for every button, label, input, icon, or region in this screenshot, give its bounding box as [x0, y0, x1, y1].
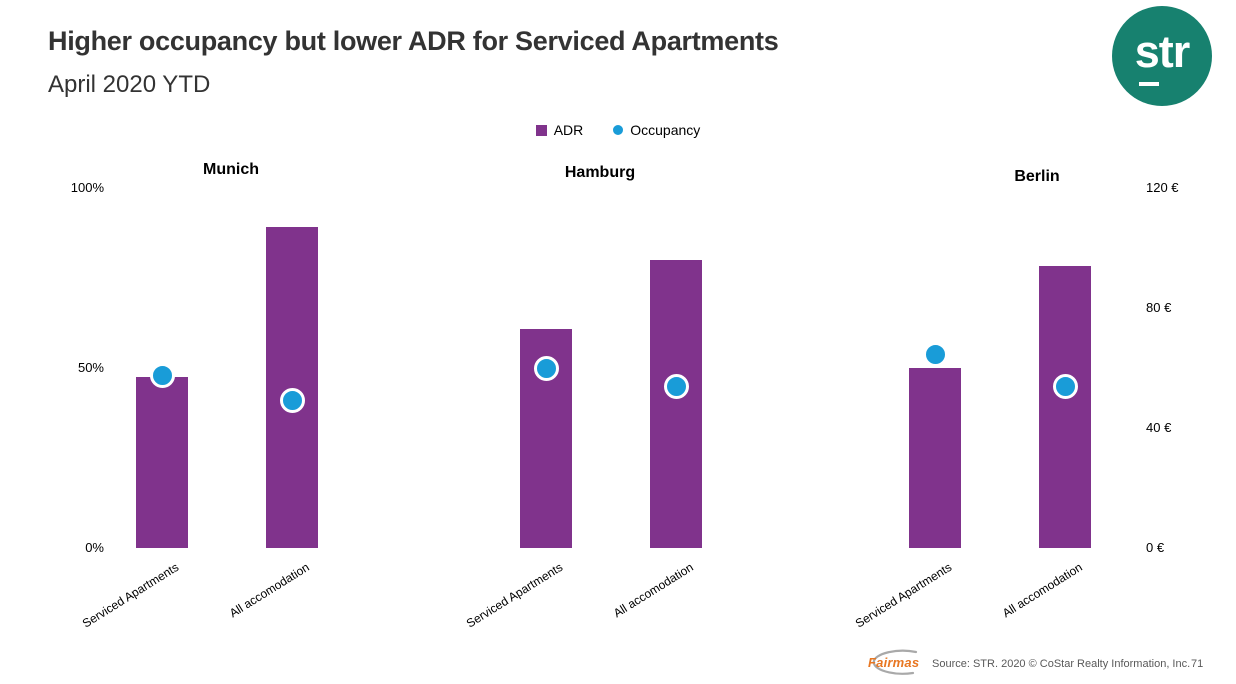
adr-bar-berlin-serviced-apartments — [909, 368, 961, 548]
legend-occupancy-label: Occupancy — [630, 122, 701, 138]
x-label-munich-serviced-apartments: Serviced Apartments — [80, 560, 182, 631]
adr-swatch-icon — [535, 124, 547, 136]
page-subtitle: April 2020 YTD — [48, 71, 211, 98]
x-label-hamburg-all-accomodation: All accomodation — [610, 560, 696, 621]
str-logo-underline — [1139, 82, 1159, 86]
str-logo: str — [1112, 6, 1212, 106]
legend-item-occupancy: Occupancy — [613, 122, 700, 138]
adr-bar-berlin-all-accomodation — [1039, 266, 1091, 548]
occupancy-dot-munich-all-accomodation — [280, 388, 305, 414]
occupancy-dot-hamburg-all-accomodation — [664, 374, 689, 399]
legend-item-adr: ADR — [535, 122, 584, 138]
occupancy-dot-berlin-serviced-apartments — [923, 341, 948, 367]
chart-legend: ADR Occupancy — [0, 122, 1236, 138]
x-label-munich-all-accomodation: All accomodation — [226, 560, 312, 621]
x-label-berlin-all-accomodation: All accomodation — [999, 560, 1085, 621]
right-axis-tick-80-: 80 € — [1146, 300, 1172, 315]
left-axis-tick-0-: 0% — [85, 540, 104, 555]
city-title-hamburg: Hamburg — [564, 164, 636, 181]
left-axis-tick-50-: 50% — [77, 360, 104, 375]
right-axis-tick-40-: 40 € — [1146, 420, 1172, 435]
x-label-berlin-serviced-apartments: Serviced Apartments — [853, 560, 955, 631]
right-axis-tick-0-: 0 € — [1146, 540, 1165, 555]
adr-bar-munich-all-accomodation — [266, 227, 318, 548]
city-title-berlin: Berlin — [1014, 168, 1060, 185]
city-title-munich: Munich — [203, 161, 259, 178]
source-attribution: Source: STR. 2020 © CoStar Realty Inform… — [932, 658, 1191, 670]
page-number: 71 — [1191, 658, 1204, 670]
occupancy-dot-hamburg-serviced-apartments — [534, 356, 559, 381]
left-axis-tick-100-: 100% — [70, 180, 104, 195]
right-axis-tick-120-: 120 € — [1146, 180, 1179, 195]
x-label-hamburg-serviced-apartments: Serviced Apartments — [464, 560, 566, 631]
occupancy-dot-munich-serviced-apartments — [150, 363, 175, 389]
occupancy-swatch-icon — [613, 125, 624, 135]
legend-adr-label: ADR — [553, 122, 584, 138]
occupancy-dot-berlin-all-accomodation — [1053, 374, 1078, 399]
fairmas-logo-text: Fairmas — [868, 655, 920, 670]
page-title: Higher occupancy but lower ADR for Servi… — [48, 26, 779, 56]
fairmas-logo: Fairmas — [856, 648, 930, 678]
adr-bar-hamburg-all-accomodation — [650, 260, 702, 548]
fairmas-swoosh-icon — [872, 649, 918, 675]
str-logo-text: str — [1134, 26, 1191, 77]
adr-bar-munich-serviced-apartments — [136, 377, 188, 548]
